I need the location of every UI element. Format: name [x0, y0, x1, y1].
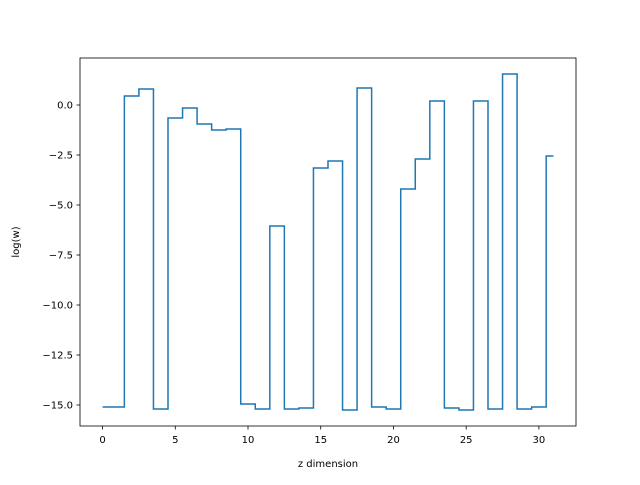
x-tick-label: 30: [533, 435, 546, 446]
x-tick-label: 10: [242, 435, 255, 446]
x-tick-label: 5: [172, 435, 178, 446]
tick-layer: 0 5 10 15 20 25 30 0.0 −2.5 −5.0 −7.5 −10.0 −12.5 −15…: [42, 101, 545, 447]
plot-layer: [102, 73, 554, 411]
x-tick-label: 25: [460, 435, 473, 446]
axes-frame: [79, 57, 577, 427]
y-tick-label: −2.5: [49, 151, 73, 162]
y-tick-label: −5.0: [49, 201, 73, 212]
x-tick-label: 20: [387, 435, 400, 446]
y-tick-label: −10.0: [42, 301, 73, 312]
x-tick-label: 0: [99, 435, 105, 446]
y-tick-label: −7.5: [49, 251, 73, 262]
y-axis-label: log(w): [11, 226, 22, 257]
series-line-0: [102, 73, 554, 411]
y-tick-label: 0.0: [57, 101, 73, 112]
x-axis-label: z dimension: [298, 459, 358, 470]
y-tick-label: −12.5: [42, 351, 73, 362]
y-tick-label: −15.0: [42, 401, 73, 412]
x-tick-label: 15: [314, 435, 327, 446]
